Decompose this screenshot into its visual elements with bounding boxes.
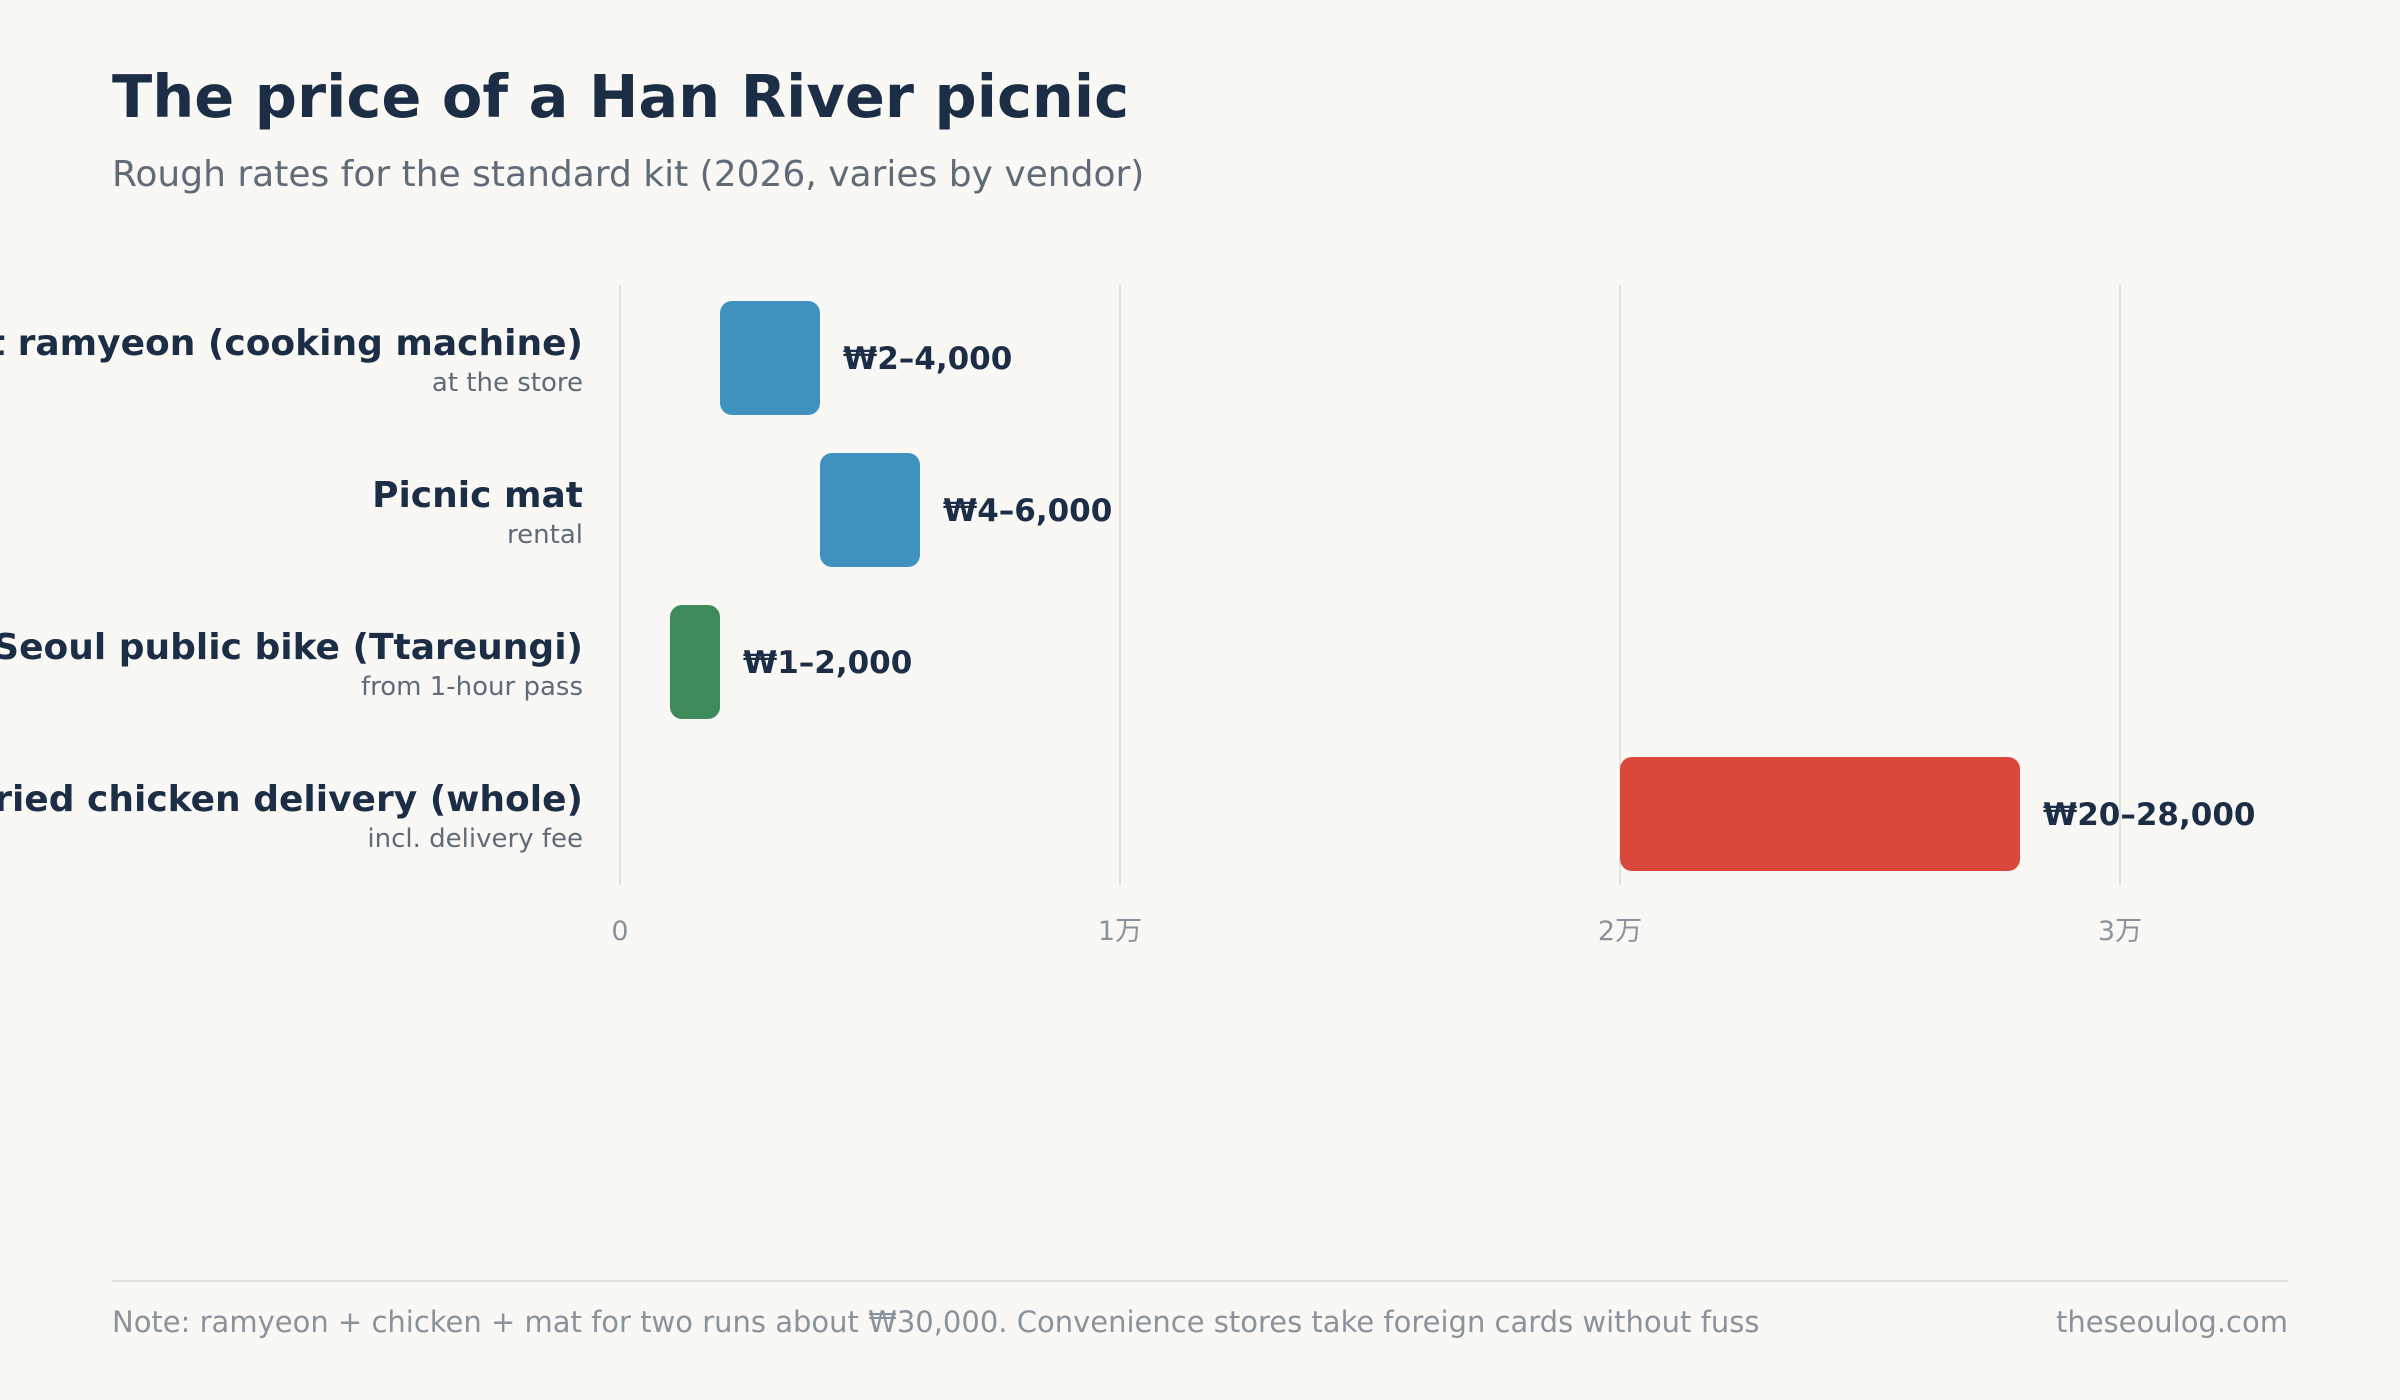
value-label-3: ₩20–28,000 (2043, 797, 2255, 833)
bar-3 (1620, 757, 2020, 871)
category-label-1: Picnic mat (372, 475, 583, 516)
footer-source-link[interactable]: theseoulog.com (2055, 1305, 2288, 1339)
bar-0 (720, 301, 820, 415)
x-tick-label-2: 2万 (1598, 916, 1642, 947)
chart-title: The price of a Han River picnic (112, 62, 1130, 131)
category-sublabel-2: from 1-hour pass (361, 672, 583, 702)
chart-subtitle: Rough rates for the standard kit (2026, … (112, 154, 1145, 195)
category-sublabel-3: incl. delivery fee (367, 824, 583, 854)
category-sublabel-1: rental (507, 520, 583, 550)
value-label-2: ₩1–2,000 (743, 645, 912, 681)
bar-1 (820, 453, 920, 567)
category-label-3: Fried chicken delivery (whole) (0, 779, 583, 820)
range-bar-chart: 0 1万 2万 3万 Instant ramyeon (cooking machine)… (0, 285, 2255, 947)
x-tick-label-3: 3万 (2098, 916, 2142, 947)
category-sublabel-0: at the store (432, 368, 583, 398)
x-tick-label-1: 1万 (1098, 916, 1142, 947)
value-label-1: ₩4–6,000 (943, 493, 1112, 529)
footer-note: Note: ramyeon + chicken + mat for two ru… (112, 1305, 1760, 1339)
x-tick-label-0: 0 (611, 916, 628, 947)
bar-2 (670, 605, 720, 719)
value-label-0: ₩2–4,000 (843, 341, 1012, 377)
category-label-0: Instant ramyeon (cooking machine) (0, 323, 583, 364)
category-label-2: Seoul public bike (Ttareungi) (0, 627, 583, 668)
footer-divider (112, 1280, 2288, 1282)
